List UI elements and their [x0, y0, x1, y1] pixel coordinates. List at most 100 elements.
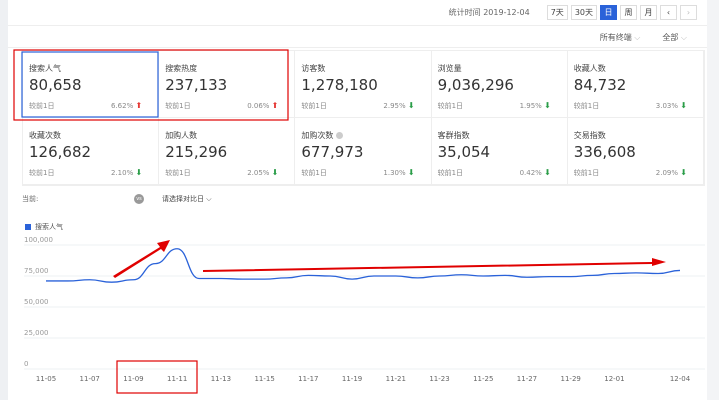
x-tick-label: 11-29	[561, 375, 581, 383]
range-30d-button[interactable]: 30天	[570, 5, 597, 20]
left-gutter	[0, 0, 8, 400]
top-toolbar: 统计时间 2019-12-04 7天 30天 日 周 月 ‹ ›	[8, 0, 707, 26]
metric-card[interactable]: 收藏次数 126,682 较前1日 2.10% ⬇	[23, 118, 160, 185]
arrow-down-icon: ⬇	[680, 168, 687, 177]
x-tick-label: 12-01	[604, 375, 624, 383]
metric-card[interactable]: 搜索热度 237,133 较前1日 0.06% ⬆	[159, 51, 296, 118]
chart-legend[interactable]: 搜索人气	[25, 222, 63, 232]
series-line-search-popularity	[46, 248, 681, 283]
stat-time: 统计时间 2019-12-04	[448, 8, 530, 17]
metric-card[interactable]: 加购次数 677,973 较前1日 1.30% ⬇	[295, 118, 432, 185]
metric-value: 126,682	[29, 143, 92, 161]
x-tick-label: 11-23	[429, 375, 449, 383]
metric-compare-label: 较前1日	[573, 102, 600, 110]
metric-title: 搜索人气	[29, 64, 61, 73]
metric-title: 收藏人数	[573, 64, 606, 73]
range-month-button[interactable]: 月	[640, 5, 657, 20]
compare-current: 当前:	[22, 195, 39, 203]
metric-title: 访客数	[301, 64, 326, 73]
chevron-down-icon: ⌵	[680, 32, 687, 42]
metric-change: 2.09% ⬇	[655, 168, 687, 177]
legend-swatch	[25, 224, 31, 230]
x-tick-label: 11-09	[123, 375, 143, 383]
highlight-box	[13, 49, 289, 121]
metric-compare-label: 较前1日	[29, 102, 55, 110]
next-icon[interactable]: ›	[680, 5, 697, 20]
metric-compare-label: 较前1日	[437, 102, 464, 110]
metric-title: 收藏次数	[29, 131, 61, 140]
y-tick-label: 25,000	[24, 329, 49, 337]
y-tick-label: 100,000	[24, 236, 53, 244]
metric-card[interactable]: 收藏人数 84,732 较前1日 3.03% ⬇	[567, 51, 704, 118]
range-day-button[interactable]: 日	[600, 5, 617, 20]
prev-icon[interactable]: ‹	[660, 5, 677, 20]
scope-label: 全部	[662, 32, 679, 42]
x-tick-label: 11-21	[386, 375, 406, 383]
metric-title: 加购人数	[165, 131, 198, 140]
metric-card[interactable]: 交易指数 336,608 较前1日 2.09% ⬇	[567, 118, 704, 185]
compare-date-select[interactable]: 请选择对比日 ⌵	[162, 195, 212, 203]
metric-value: 9,036,296	[437, 76, 514, 94]
metric-value: 215,296	[165, 143, 228, 161]
metric-change: 0.06% ⬆	[247, 101, 279, 110]
x-tick-label: 11-07	[80, 375, 100, 383]
scope-dropdown[interactable]: 全部 ⌵	[662, 32, 687, 43]
arrow-up-icon: ⬆	[271, 101, 279, 110]
metric-card[interactable]: 加购人数 215,296 较前1日 2.05% ⬇	[159, 118, 296, 185]
metric-value: 80,658	[29, 76, 82, 94]
metric-card[interactable]: 访客数 1,278,180 较前1日 2.95% ⬇	[295, 51, 432, 118]
arrow-down-icon: ⬇	[544, 101, 551, 110]
date-highlight-box	[116, 360, 198, 394]
x-tick-label: 11-25	[473, 375, 493, 383]
x-tick-label: 11-19	[342, 375, 362, 383]
chevron-down-icon: ⌵	[634, 32, 641, 42]
metric-change: 2.10% ⬇	[111, 168, 143, 177]
terminal-label: 所有终端	[599, 32, 632, 42]
right-gutter	[707, 0, 719, 400]
arrow-right-annotation	[203, 258, 666, 272]
metric-title: 客群指数	[437, 131, 470, 140]
metric-value: 677,973	[301, 143, 364, 161]
arrow-down-icon: ⬇	[271, 168, 279, 177]
metric-change: 6.62% ⬆	[111, 101, 143, 110]
metric-card[interactable]: 客群指数 35,054 较前1日 0.42% ⬇	[431, 118, 568, 185]
metric-value: 84,732	[573, 76, 627, 94]
arrow-up-icon: ⬆	[135, 101, 143, 110]
arrow-down-icon: ⬇	[407, 168, 415, 177]
y-tick-label: 0	[24, 360, 28, 368]
metric-compare-label: 较前1日	[165, 102, 191, 110]
metric-compare-label: 较前1日	[301, 102, 327, 110]
x-tick-label: 11-05	[36, 375, 56, 383]
terminal-dropdown[interactable]: 所有终端 ⌵	[600, 32, 641, 43]
metrics-grid: 搜索人气 80,658 较前1日 6.62% ⬆ 搜索热度 237,133 较前1…	[22, 50, 705, 186]
arrow-down-icon: ⬇	[680, 101, 687, 110]
metric-change: 2.95% ⬇	[383, 101, 415, 110]
vs-badge: vs	[134, 194, 144, 204]
metric-value: 237,133	[165, 76, 228, 94]
x-tick-label: 11-11	[167, 375, 187, 383]
range-7d-button[interactable]: 7天	[546, 5, 568, 20]
metric-compare-label: 较前1日	[573, 169, 600, 177]
legend-label: 搜索人气	[35, 223, 63, 231]
y-tick-label: 50,000	[24, 298, 49, 306]
x-tick-label: 12-04	[670, 375, 691, 383]
metric-change: 1.95% ⬇	[519, 101, 551, 110]
metric-change: 0.42% ⬇	[519, 168, 551, 177]
arrow-down-icon: ⬇	[407, 101, 415, 110]
range-week-button[interactable]: 周	[620, 5, 637, 20]
metric-compare-label: 较前1日	[29, 169, 55, 177]
metric-change: 2.05% ⬇	[247, 168, 279, 177]
arrow-down-icon: ⬇	[544, 168, 551, 177]
metric-change: 1.30% ⬇	[383, 168, 415, 177]
metric-compare-label: 较前1日	[165, 169, 191, 177]
metric-value: 336,608	[573, 143, 636, 161]
metric-card[interactable]: 浏览量 9,036,296 较前1日 1.95% ⬇	[431, 51, 568, 118]
x-tick-label: 11-15	[254, 375, 274, 383]
metric-value: 35,054	[437, 143, 491, 161]
metric-title: 加购次数	[301, 130, 430, 141]
x-tick-label: 11-17	[298, 375, 318, 383]
selected-card-box	[21, 51, 159, 118]
metric-title: 交易指数	[573, 131, 606, 140]
info-icon[interactable]	[336, 132, 344, 139]
